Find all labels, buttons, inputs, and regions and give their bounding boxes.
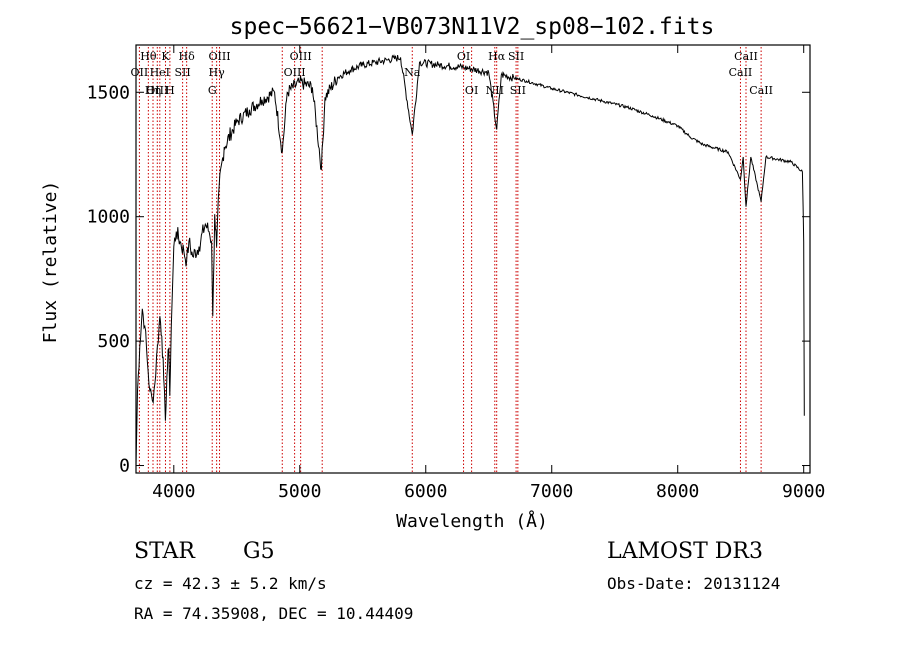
chart-title: spec−56621−VB073N11V2_sp08−102.fits (230, 14, 715, 40)
x-tick-label: 7000 (530, 481, 573, 502)
x-axis-ticks: 4000 5000 6000 7000 8000 9000 (152, 45, 825, 502)
spectral-line-label: SII (510, 84, 526, 97)
spectral-line-label: OIII (290, 50, 312, 63)
x-tick-label: 4000 (152, 481, 195, 502)
plot-frame (135, 44, 811, 474)
spectral-subclass: G5 (243, 539, 275, 564)
y-axis-ticks: 0 500 1000 1500 (87, 82, 810, 477)
spectral-line-label: CaII (749, 84, 773, 97)
spectral-line-label: OIII (284, 66, 306, 79)
spectral-line-label: K (161, 50, 170, 63)
x-tick-label: 8000 (656, 481, 699, 502)
x-tick-label: 5000 (278, 481, 321, 502)
spectral-line-label: CaII (729, 66, 753, 79)
y-tick-label: 500 (97, 331, 130, 352)
x-tick-label: 6000 (404, 481, 447, 502)
spectral-line-label: OIII (146, 84, 168, 97)
spectral-line-labels: Hθ OII OIII K HeI Hη H Hδ SII OIII Hγ G OIII OIII Na OI… (131, 50, 773, 97)
y-tick-label: 1000 (87, 207, 130, 228)
spectral-line-markers (138, 47, 762, 473)
spectrum-line (135, 54, 805, 466)
spectral-line-label: Hγ (209, 66, 226, 79)
spectral-line-label: Hδ (179, 50, 196, 63)
observation-date: Obs-Date: 20131124 (607, 574, 781, 593)
spectral-line-label: Hα (488, 50, 506, 63)
spectral-line-label: OI (465, 84, 478, 97)
spectral-line-label: Hη (145, 84, 161, 97)
object-class: STAR (134, 539, 195, 564)
spectral-line-label: H (165, 84, 175, 97)
x-tick-label: 9000 (782, 481, 825, 502)
y-tick-label: 0 (119, 456, 130, 477)
y-tick-label: 1500 (87, 82, 130, 103)
spectral-line-label: OI (457, 50, 470, 63)
y-axis-label: Flux (relative) (40, 181, 61, 344)
spectral-line-label: SII (508, 50, 524, 63)
spectrum-chart: spec−56621−VB073N11V2_sp08−102.fits Flux… (40, 14, 825, 532)
spectral-line-label: NII (486, 84, 504, 97)
spectral-line-label: CaII (734, 50, 758, 63)
spectral-line-label: SII (174, 66, 190, 79)
survey-name: LAMOST DR3 (607, 539, 763, 564)
spectral-line-label: Na (404, 66, 421, 79)
spectral-line-label: OIII (208, 50, 230, 63)
x-axis-label: Wavelength (Å) (396, 510, 548, 532)
spectral-line-label: HeI (150, 66, 170, 79)
spectral-line-label: OII (131, 66, 149, 79)
spectral-line-label: Hθ (140, 50, 157, 63)
coordinates-readout: RA = 74.35908, DEC = 10.44409 (134, 604, 414, 623)
redshift-readout: cz = 42.3 ± 5.2 km/s (134, 574, 327, 593)
spectral-line-label: G (208, 84, 217, 97)
